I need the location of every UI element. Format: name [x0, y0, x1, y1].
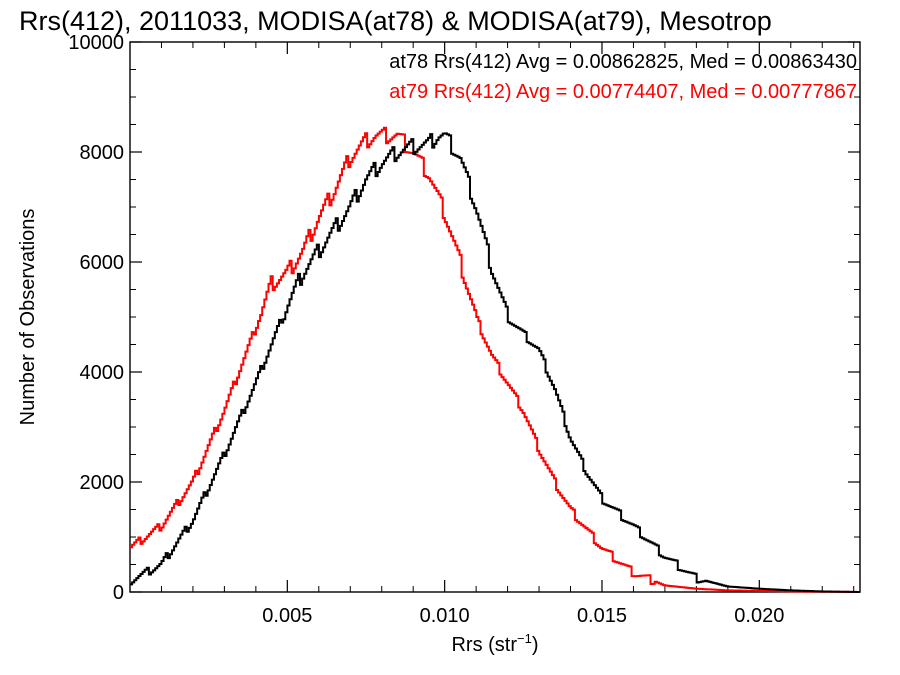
- series-layer: [130, 126, 860, 593]
- x-axis: 0.005 0.010 0.015 0.020: [160, 42, 855, 627]
- x-axis-label-main: Rrs (str: [451, 634, 517, 656]
- plot-frame: [129, 41, 861, 593]
- series-at78-histogram: [130, 132, 860, 593]
- x-tick-label: 0.005: [262, 605, 312, 627]
- x-axis-label-close: ): [532, 634, 539, 656]
- x-axis-label-superscript: −1: [517, 631, 532, 646]
- chart-title: Rrs(412), 2011033, MODISA(at78) & MODISA…: [19, 6, 772, 36]
- y-axis-label: Number of Observations: [17, 209, 39, 426]
- legend-entry-at78: at78 Rrs(412) Avg = 0.00862825, Med = 0.…: [389, 51, 857, 73]
- y-tick-label: 10000: [68, 32, 124, 54]
- x-axis-label: Rrs (str−1): [451, 631, 538, 656]
- y-tick-label: 2000: [80, 472, 125, 494]
- series-at79-histogram: [130, 126, 860, 593]
- y-tick-label: 0: [113, 582, 124, 604]
- y-tick-label: 4000: [80, 362, 125, 384]
- x-tick-label: 0.015: [577, 605, 627, 627]
- x-tick-label: 0.010: [420, 605, 470, 627]
- y-tick-label: 8000: [80, 142, 125, 164]
- x-tick-label: 0.020: [734, 605, 784, 627]
- y-tick-label: 6000: [80, 252, 125, 274]
- legend-entry-at79: at79 Rrs(412) Avg = 0.00774407, Med = 0.…: [389, 81, 857, 103]
- y-axis: 0 2000 4000 6000 8000 10000: [68, 32, 860, 604]
